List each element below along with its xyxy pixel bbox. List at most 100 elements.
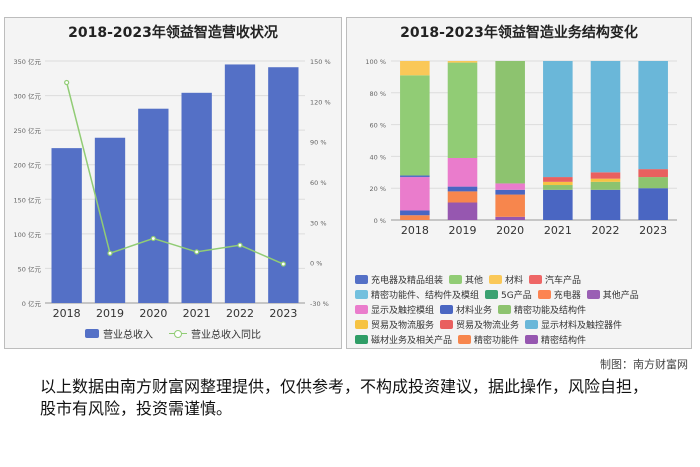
x-tick-label: 2019 [449,224,477,237]
y-tick-label: 80 % [369,90,386,98]
legend-swatch [355,320,368,329]
legend-item[interactable]: 贸易及物流服务 [355,318,434,331]
legend-label: 其他 [465,276,484,286]
legend-item[interactable]: 精密结构件 [525,333,586,346]
legend-item[interactable]: 汽车产品 [529,273,581,286]
legend-label: 其他产品 [602,291,639,301]
x-tick-label: 2019 [96,307,124,320]
yoy-point [237,242,243,248]
y-tick-label: 100 % [365,58,386,66]
y-right-tick-label: 30 % [310,219,327,227]
stack-segment [638,188,668,220]
legend-item[interactable]: 材料 [489,273,523,286]
legend-label: 显示及触控模组 [371,306,435,316]
stack-segment [638,177,668,189]
stack-segment [590,189,621,220]
legend-swatch [529,275,543,284]
legend-item[interactable]: 显示材料及触控器件 [525,318,622,331]
legend-item-yoy[interactable]: 营业总收入同比 [169,326,261,341]
y-left-tick-label: 150 亿元 [14,195,42,204]
legend-item[interactable]: 充电器 [537,288,581,301]
stack-segment [447,157,478,187]
revenue-bar [181,92,212,303]
revenue-chart-svg: 0 亿元 50 亿元 100 亿元 150 亿元 200 亿元 250 亿元 300 亿元 3… [14,57,331,320]
stack-segment [543,181,573,186]
legend-row: 显示及触控模组 材料业务 精密功能及结构件 [355,302,689,317]
legend-label: 材料 [505,276,524,286]
legend-swatch [355,305,368,314]
y-tick-label: 60 % [369,122,386,130]
stack-segment [590,172,621,179]
legend-label: 精密功能及结构件 [514,306,587,316]
yoy-line [65,82,284,265]
legend-label: 精密结构件 [541,336,587,346]
legend-row: 贸易及物流服务 贸易及物流业务 显示材料及触控器件 [355,317,689,332]
yoy-point [194,249,200,255]
revenue-bar [268,67,299,303]
legend-item[interactable]: 精密功能件、结构件及模组 [355,288,479,301]
legend-item[interactable]: 其他产品 [586,288,639,301]
structure-chart-legend: 充电器及精品组装 其他 材料 汽车产品 精密功能件、结构件及模组 5G产品 充电器 其他产品显… [355,272,689,347]
legend-label-yoy: 营业总收入同比 [191,330,261,341]
revenue-chart-title: 2018-2023年领益智造营收状况 [68,25,278,41]
y-left-tick-label: 300 亿元 [14,92,42,101]
stack-segment [400,175,430,178]
x-tick-label: 2023 [269,307,297,320]
legend-item[interactable]: 显示及触控模组 [355,303,434,316]
legend-label: 显示材料及触控器件 [541,321,623,331]
x-tick-label: 2021 [544,224,572,237]
stack-segment [543,177,573,182]
legend-item[interactable]: 精密功能及结构件 [498,303,586,316]
stack-segment [400,75,430,176]
legend-label-revenue: 营业总收入 [103,330,153,341]
y-left-tick-label: 200 亿元 [14,161,42,170]
x-tick-label: 2018 [53,307,81,320]
stack-segment [495,189,525,195]
legend-row: 精密功能件、结构件及模组 5G产品 充电器 其他产品 [355,287,689,302]
y-right-tick-label: 120 % [310,98,331,106]
legend-item-revenue[interactable]: 营业总收入 [85,326,153,341]
legend-label: 精密功能件 [474,336,520,346]
x-tick-label: 2018 [401,224,429,237]
stack-segment [447,186,478,192]
legend-item[interactable]: 磁材业务及相关产品 [355,333,452,346]
legend-item[interactable]: 精密功能件 [458,333,519,346]
stack-segment [400,61,430,76]
y-right-tick-label: 60 % [310,179,327,187]
revenue-bar [51,148,82,303]
stack-segment [447,62,478,158]
revenue-bar [138,108,169,303]
y-left-tick-label: 250 亿元 [14,126,42,135]
legend-item[interactable]: 充电器及精品组装 [355,273,443,286]
stack-segment [447,191,478,203]
y-left-tick-label: 100 亿元 [14,230,42,239]
legend-swatch [458,335,472,344]
stack-segment [400,177,430,211]
legend-swatch [355,290,368,299]
legend-swatch [489,275,503,284]
legend-item[interactable]: 其他 [449,273,483,286]
x-tick-label: 2022 [226,307,254,320]
legend-label: 贸易及物流业务 [456,321,520,331]
revenue-bar [224,64,256,303]
legend-item[interactable]: 材料业务 [440,303,492,316]
x-tick-label: 2023 [639,224,667,237]
stack-segment [495,216,525,220]
x-tick-label: 2020 [139,307,167,320]
stack-segment [495,183,525,190]
y-tick-label: 40 % [369,153,386,161]
disclaimer-text: 以上数据由南方财富网整理提供，仅供参考，不构成投资建议，据此操作，风险自担，股市… [40,377,649,418]
legend-swatch [355,335,368,344]
legend-swatch-yoy [169,329,187,339]
legend-item[interactable]: 5G产品 [485,288,532,301]
legend-swatch [586,290,600,299]
stack-segment [495,194,525,217]
legend-label: 材料业务 [456,306,493,316]
stack-segment [447,202,478,220]
legend-label: 充电器 [553,291,581,301]
legend-label: 充电器及精品组装 [371,276,444,286]
x-tick-label: 2020 [496,224,524,237]
legend-swatch [537,290,551,299]
legend-item[interactable]: 贸易及物流业务 [440,318,519,331]
stack-segment [590,178,621,182]
